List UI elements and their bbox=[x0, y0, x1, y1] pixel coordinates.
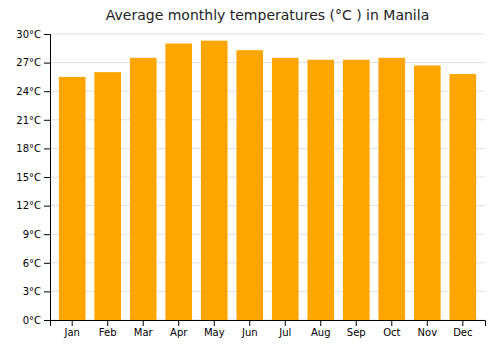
tick-mark bbox=[72, 320, 73, 326]
tick-mark bbox=[462, 320, 463, 326]
y-tick: 27°C bbox=[16, 57, 50, 68]
y-tick: 12°C bbox=[16, 200, 50, 211]
tick-mark bbox=[320, 320, 321, 326]
tick-label: Feb bbox=[99, 327, 117, 338]
tick-mark bbox=[356, 320, 357, 326]
tick-mark bbox=[391, 320, 392, 326]
chart-container: Jan Feb Mar Apr May Jun Jul Aug Sep Oct Nov Dec 0°C 3… bbox=[0, 0, 500, 350]
bar bbox=[94, 72, 121, 320]
tick-mark bbox=[44, 120, 50, 121]
bar bbox=[272, 58, 299, 320]
tick-mark bbox=[44, 63, 50, 64]
y-tick: 18°C bbox=[16, 143, 50, 154]
tick-mark bbox=[107, 320, 108, 326]
y-tick: 6°C bbox=[23, 258, 50, 269]
tick-label: 0°C bbox=[23, 315, 41, 326]
tick-mark bbox=[143, 320, 144, 326]
bar bbox=[165, 44, 192, 320]
axis-line bbox=[44, 35, 51, 321]
tick-label: Jul bbox=[278, 327, 291, 338]
tick-mark bbox=[44, 148, 50, 149]
plot-area: Jan Feb Mar Apr May Jun Jul Aug Sep Oct Nov Dec 0°C 3… bbox=[16, 29, 485, 338]
x-tick: Apr bbox=[170, 320, 188, 338]
tick-label: Jan bbox=[63, 327, 79, 338]
y-tick: 15°C bbox=[16, 172, 50, 183]
x-tick: Feb bbox=[99, 320, 117, 338]
bar bbox=[130, 58, 157, 320]
tick-label: 15°C bbox=[16, 172, 41, 183]
tick-mark bbox=[44, 320, 50, 321]
bar bbox=[343, 60, 370, 320]
tick-mark bbox=[44, 177, 50, 178]
tick-mark bbox=[427, 320, 428, 326]
x-tick: Jan bbox=[63, 320, 79, 338]
title: Average monthly temperatures (°C ) in Ma… bbox=[106, 7, 429, 23]
tick-mark bbox=[44, 91, 50, 92]
bar bbox=[201, 41, 228, 320]
tick-label: 30°C bbox=[16, 29, 41, 40]
x-tick: Jul bbox=[278, 320, 291, 338]
tick-label: Aug bbox=[311, 327, 331, 338]
tick-label: 6°C bbox=[23, 258, 41, 269]
tick-label: 21°C bbox=[16, 115, 41, 126]
x-axis: Jan Feb Mar Apr May Jun Jul Aug Sep Oct Nov Dec bbox=[51, 320, 486, 338]
tick-label: 27°C bbox=[16, 57, 41, 68]
tick-label: Mar bbox=[134, 327, 154, 338]
tick-label: 3°C bbox=[23, 286, 41, 297]
tick-label: Jun bbox=[241, 327, 258, 338]
y-tick: 24°C bbox=[16, 86, 50, 97]
y-tick: 21°C bbox=[16, 115, 50, 126]
tick-mark bbox=[44, 34, 50, 35]
bar bbox=[307, 60, 334, 320]
y-tick: 0°C bbox=[23, 315, 50, 326]
bar bbox=[414, 65, 441, 320]
tick-mark bbox=[44, 206, 50, 207]
x-tick: May bbox=[204, 320, 225, 338]
chart-svg: Jan Feb Mar Apr May Jun Jul Aug Sep Oct Nov Dec 0°C 3… bbox=[0, 0, 500, 350]
bar bbox=[59, 77, 86, 320]
x-tick: Dec bbox=[453, 320, 472, 338]
tick-label: Sep bbox=[347, 327, 366, 338]
tick-mark bbox=[285, 320, 286, 326]
grid-line bbox=[50, 62, 485, 63]
tick-mark bbox=[44, 234, 50, 235]
y-tick: 30°C bbox=[16, 29, 50, 40]
tick-mark bbox=[44, 263, 50, 264]
tick-mark bbox=[44, 291, 50, 292]
tick-label: Oct bbox=[383, 327, 400, 338]
tick-mark bbox=[178, 320, 179, 326]
tick-mark bbox=[249, 320, 250, 326]
y-axis: 0°C 3°C 6°C 9°C 12°C 15°C 18°C 21°C 24°C 27°C 30°C bbox=[16, 29, 50, 326]
y-tick: 9°C bbox=[23, 229, 50, 240]
y-tick: 3°C bbox=[23, 286, 50, 297]
x-tick: Jun bbox=[241, 320, 258, 338]
x-tick: Nov bbox=[418, 320, 438, 338]
bar bbox=[236, 50, 263, 320]
bar bbox=[449, 74, 476, 320]
bars bbox=[59, 41, 476, 320]
x-tick: Sep bbox=[347, 320, 366, 338]
x-tick: Mar bbox=[134, 320, 154, 338]
tick-mark bbox=[214, 320, 215, 326]
axis-line bbox=[51, 321, 486, 327]
bar bbox=[378, 58, 405, 320]
tick-label: 18°C bbox=[16, 143, 41, 154]
tick-label: Dec bbox=[453, 327, 472, 338]
tick-label: 12°C bbox=[16, 200, 41, 211]
tick-label: May bbox=[204, 327, 225, 338]
x-tick: Aug bbox=[311, 320, 331, 338]
tick-label: Nov bbox=[418, 327, 438, 338]
tick-label: Apr bbox=[170, 327, 188, 338]
x-tick: Oct bbox=[383, 320, 400, 338]
grid-line bbox=[50, 34, 485, 35]
grid bbox=[50, 34, 485, 320]
tick-label: 9°C bbox=[23, 229, 41, 240]
tick-label: 24°C bbox=[16, 86, 41, 97]
